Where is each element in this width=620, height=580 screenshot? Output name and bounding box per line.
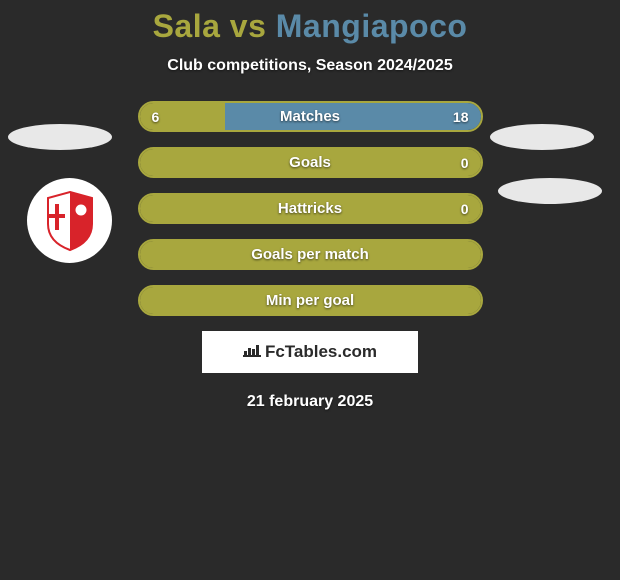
title-vs: vs [230, 8, 267, 44]
bar-value-right: 0 [461, 195, 469, 222]
watermark-box: FcTables.com [202, 331, 418, 373]
player-left-ellipse [8, 124, 112, 150]
bar-value-right: 0 [461, 149, 469, 176]
stat-bar: Goals0 [138, 147, 483, 178]
bar-label: Goals [140, 149, 481, 176]
shield-icon [44, 190, 96, 252]
stat-bar: Hattricks0 [138, 193, 483, 224]
title-right-player: Mangiapoco [276, 8, 468, 44]
title-left-player: Sala [153, 8, 221, 44]
subtitle: Club competitions, Season 2024/2025 [0, 57, 620, 75]
chart-icon [243, 342, 261, 362]
page-title: Sala vs Mangiapoco [0, 8, 620, 45]
bar-label: Matches [140, 103, 481, 130]
stat-bar: Min per goal [138, 285, 483, 316]
bar-value-left: 6 [152, 103, 160, 130]
watermark-text: FcTables.com [265, 342, 377, 362]
player-right-ellipse-1 [490, 124, 594, 150]
club-badge [27, 178, 112, 263]
bar-label: Hattricks [140, 195, 481, 222]
bar-value-right: 18 [453, 103, 469, 130]
date: 21 february 2025 [0, 393, 620, 411]
stat-bars: Matches618Goals0Hattricks0Goals per matc… [138, 101, 483, 316]
stat-bar: Matches6 18 [138, 101, 483, 132]
stat-bar: Goals per match [138, 239, 483, 270]
bar-label: Goals per match [140, 241, 481, 268]
player-right-ellipse-2 [498, 178, 602, 204]
bar-label: Min per goal [140, 287, 481, 314]
watermark: FcTables.com [243, 342, 377, 362]
